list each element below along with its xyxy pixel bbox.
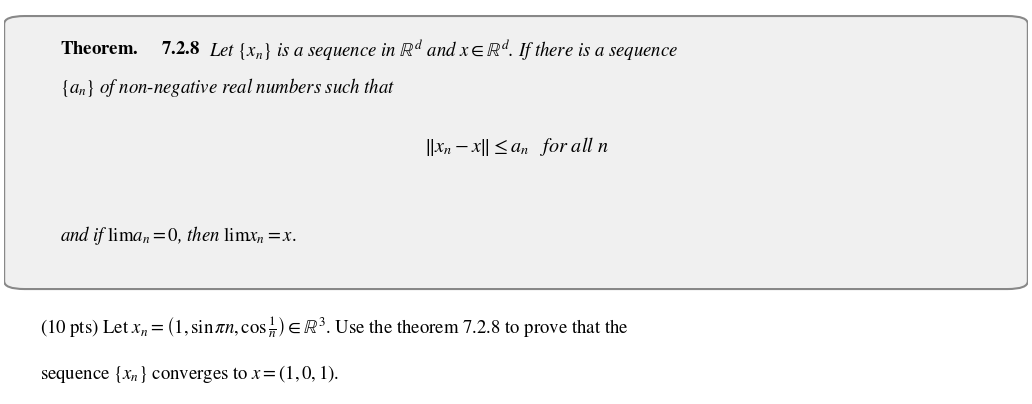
Text: $(10\ \mathrm{pts})$ Let $x_n = \left(1, \sin \pi n, \cos \frac{1}{n}\right) \in: $(10\ \mathrm{pts})$ Let $x_n = \left(1,…: [40, 314, 628, 340]
Text: $\it{and\ if}$ $\lim a_n = 0$, $\it{then}$ $\lim x_n = x.$: $\it{and\ if}$ $\lim a_n = 0$, $\it{then…: [61, 224, 297, 247]
Text: $\mathbf{7.2.8}$: $\mathbf{7.2.8}$: [161, 41, 200, 58]
Text: $\|x_n - x\| \leq a_n \quad \it{for\ all}\ n$: $\|x_n - x\| \leq a_n \quad \it{for\ all…: [424, 135, 608, 158]
Text: $\{a_n\}$ $\it{of\ non\text{-}negative\ real\ numbers\ such\ that}$: $\{a_n\}$ $\it{of\ non\text{-}negative\ …: [61, 76, 395, 99]
Text: $\it{Let}$ $\{x_n\}$ $\it{is\ a\ sequence\ in}$ $\mathbb{R}^d$ $\it{and}$ $x \in: $\it{Let}$ $\{x_n\}$ $\it{is\ a\ sequenc…: [208, 37, 678, 63]
Text: $\mathbf{Theorem.}$: $\mathbf{Theorem.}$: [61, 41, 139, 58]
FancyBboxPatch shape: [4, 16, 1028, 289]
Text: sequence $\{x_n\}$ converges to $x = (1, 0, 1)$.: sequence $\{x_n\}$ converges to $x = (1,…: [40, 363, 340, 385]
